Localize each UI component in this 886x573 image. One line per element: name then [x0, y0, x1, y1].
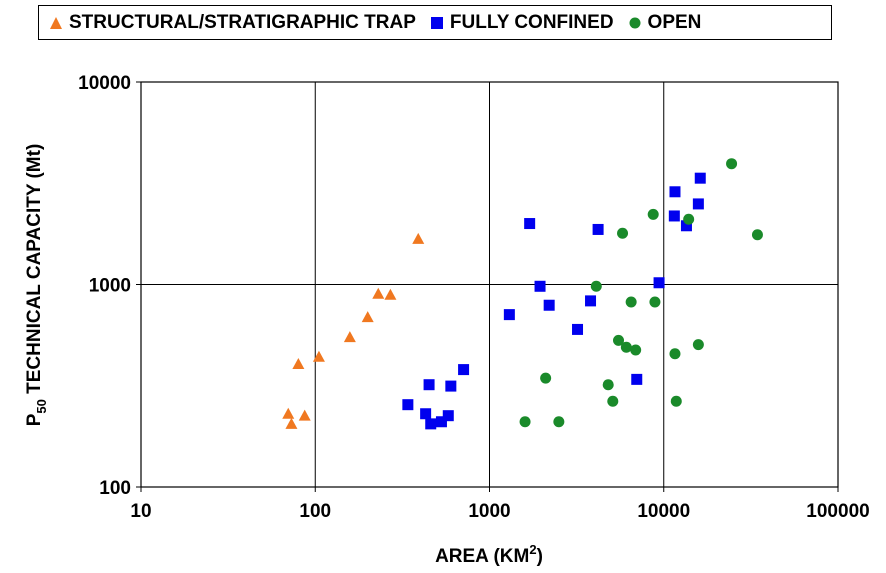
- legend-label-trap: STRUCTURAL/STRATIGRAPHIC TRAP: [69, 11, 416, 33]
- open-point: [670, 395, 682, 407]
- legend-item-open: OPEN: [628, 11, 702, 34]
- confined-point: [680, 220, 692, 232]
- data-marks: [282, 158, 763, 430]
- open-point: [602, 379, 614, 391]
- confined-point: [668, 210, 680, 222]
- open-point: [607, 395, 619, 407]
- confined-point: [442, 410, 454, 422]
- confined-point: [402, 399, 414, 411]
- x-axis-title: AREA (KM2): [435, 542, 543, 567]
- confined-point: [425, 418, 437, 430]
- confined-point: [524, 218, 536, 230]
- y-tick-label: 10000: [78, 73, 131, 94]
- open-point: [669, 348, 681, 360]
- open-point: [590, 280, 602, 292]
- trap-point: [312, 350, 325, 362]
- circle-marker-icon: [629, 17, 641, 28]
- confined-point: [435, 416, 447, 428]
- trap-point: [372, 287, 385, 299]
- triangle-marker-icon: [50, 16, 62, 29]
- confined-point: [585, 295, 597, 307]
- confined-point: [458, 364, 470, 376]
- legend: STRUCTURAL/STRATIGRAPHIC TRAP FULLY CONF…: [38, 5, 832, 40]
- confined-point: [692, 198, 704, 210]
- confined-point: [503, 309, 515, 321]
- open-point: [649, 296, 661, 308]
- x-tick-label: 10000: [637, 501, 690, 522]
- confined-point: [653, 277, 665, 289]
- confined-point: [572, 323, 584, 335]
- open-point: [726, 158, 738, 170]
- x-axis-ticks: 10 100 1000 10000 100000: [130, 487, 870, 522]
- legend-label-confined: FULLY CONFINED: [449, 11, 614, 33]
- y-axis-title: P50 TECHNICAL CAPACITY (Mt): [24, 144, 49, 427]
- confined-point: [543, 299, 555, 311]
- trap-point: [361, 311, 374, 323]
- trap-point: [384, 288, 397, 300]
- x-tick-label: 1000: [468, 501, 510, 522]
- y-tick-label: 1000: [89, 276, 131, 297]
- confined-point: [669, 186, 681, 198]
- open-point: [683, 213, 695, 225]
- y-tick-label: 100: [99, 478, 131, 499]
- x-tick-label: 10: [130, 501, 151, 522]
- x-tick-label: 100000: [806, 501, 869, 522]
- legend-item-trap: STRUCTURAL/STRATIGRAPHIC TRAP: [49, 12, 416, 34]
- open-point: [540, 372, 552, 384]
- x-tick-label: 100: [299, 501, 331, 522]
- open-point: [553, 416, 565, 428]
- trap-point: [412, 232, 425, 244]
- confined-point: [592, 223, 604, 235]
- open-point: [613, 334, 625, 346]
- confined-point: [420, 408, 432, 420]
- trap-point: [343, 331, 356, 343]
- confined-point: [694, 172, 706, 184]
- grid: [141, 82, 838, 487]
- open-point: [617, 227, 629, 239]
- trap-point: [282, 407, 295, 419]
- open-point: [630, 344, 642, 356]
- square-marker-icon: [430, 16, 443, 29]
- legend-label-open: OPEN: [647, 11, 702, 33]
- open-point: [647, 208, 659, 220]
- open-point: [625, 296, 637, 308]
- confined-point: [423, 379, 435, 391]
- trap-point: [292, 357, 305, 369]
- confined-point: [534, 280, 546, 292]
- y-axis-ticks: 100 1000 10000: [78, 73, 141, 499]
- open-point: [519, 416, 531, 428]
- open-point: [692, 339, 704, 351]
- trap-point: [298, 409, 311, 421]
- legend-item-confined: FULLY CONFINED: [430, 12, 614, 34]
- trap-point: [285, 417, 298, 429]
- confined-point: [445, 380, 457, 392]
- confined-point: [631, 373, 643, 385]
- open-point: [751, 229, 763, 241]
- open-point: [620, 341, 632, 353]
